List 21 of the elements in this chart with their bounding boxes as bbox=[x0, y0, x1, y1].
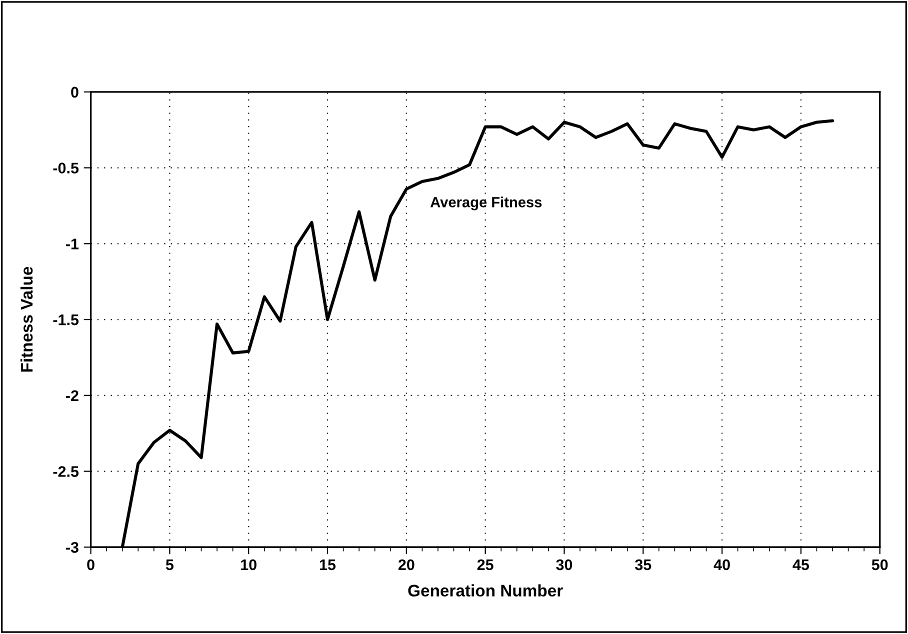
series-label: Average Fitness bbox=[430, 196, 542, 210]
y-tick-label: -1.5 bbox=[53, 314, 79, 326]
y-tick-label: -1 bbox=[66, 238, 79, 250]
y-tick-label: -3 bbox=[66, 542, 78, 553]
y-tick-label: -2 bbox=[66, 390, 78, 401]
x-axis-title: Generation Number bbox=[408, 584, 563, 597]
x-tick-label: 20 bbox=[398, 559, 414, 570]
x-tick-label: 45 bbox=[792, 560, 810, 570]
x-tick-label: 0 bbox=[87, 559, 94, 570]
y-tick-label: -0.5 bbox=[53, 162, 79, 174]
x-tick-label: 25 bbox=[477, 559, 494, 570]
y-axis-title: Fitness Value bbox=[20, 266, 33, 372]
x-tick-label: 30 bbox=[556, 559, 572, 570]
x-tick-label: 15 bbox=[320, 560, 336, 570]
x-tick-label: 35 bbox=[634, 559, 652, 570]
y-tick-label: -2.5 bbox=[53, 466, 79, 477]
x-tick-label: 50 bbox=[872, 559, 888, 570]
y-tick-label: 0 bbox=[71, 86, 78, 98]
x-tick-label: 10 bbox=[241, 559, 256, 570]
x-tick-label: 40 bbox=[714, 559, 730, 570]
x-tick-label: 5 bbox=[166, 560, 174, 570]
